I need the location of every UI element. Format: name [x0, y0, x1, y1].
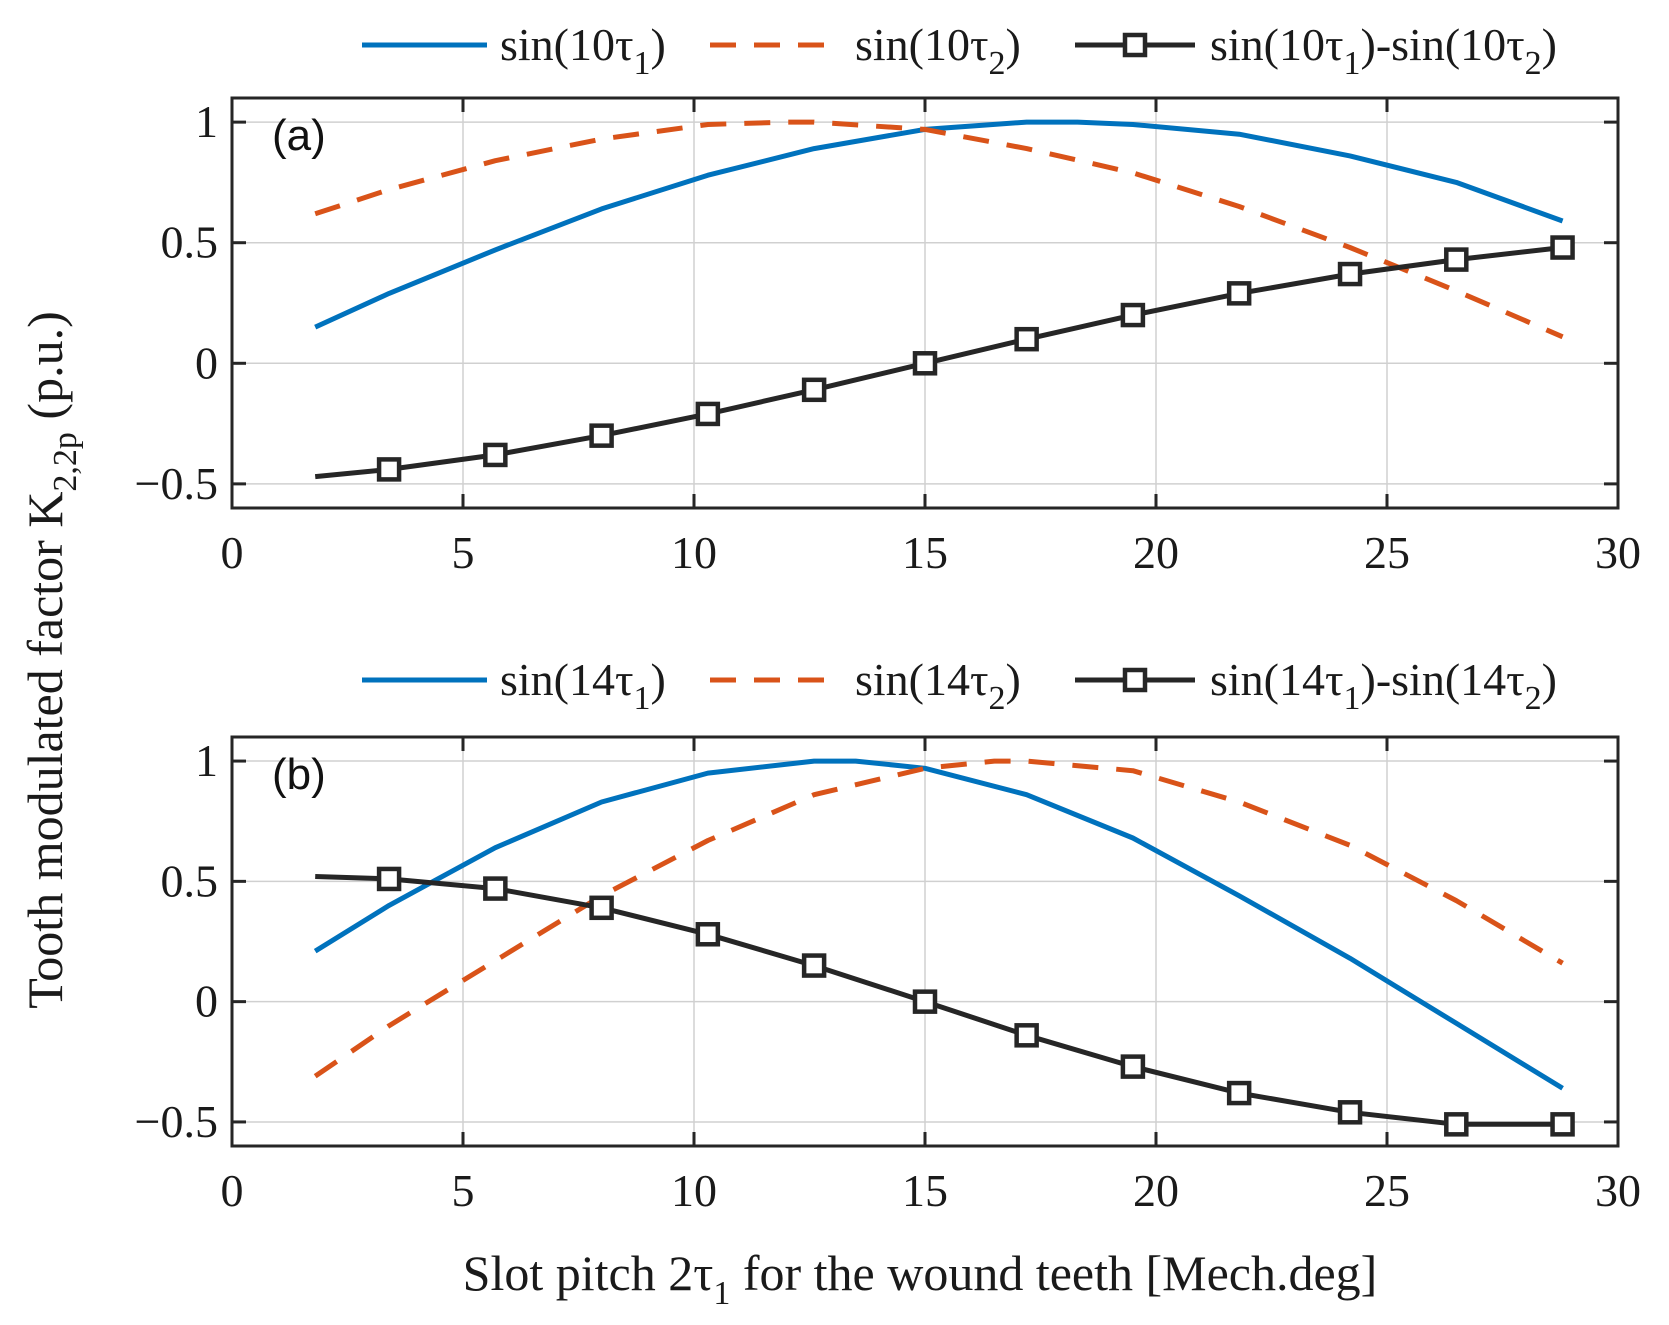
- data-point-marker: [376, 866, 402, 892]
- data-point-marker: [589, 423, 614, 448]
- series-line-2: [313, 758, 1564, 1079]
- legend-label-1: sin(14τ1): [500, 654, 666, 717]
- legend-label-2: sin(10τ2): [855, 19, 1021, 82]
- legend-label-2: sin(14τ2): [855, 654, 1021, 717]
- data-point-marker: [1550, 235, 1575, 260]
- data-point-marker: [1226, 1080, 1252, 1106]
- x-tick-label: 5: [452, 1165, 475, 1216]
- data-point-marker: [1120, 302, 1146, 328]
- legend-label-3: sin(14τ1)-sin(14τ2): [1210, 654, 1557, 717]
- legend-marker: [1122, 32, 1148, 58]
- data-point-marker: [801, 377, 827, 403]
- x-tick-label: 0: [221, 1165, 244, 1216]
- legend-marker: [1122, 667, 1148, 693]
- legend-label-1: sin(10τ1): [500, 19, 666, 82]
- series-line-1: [313, 758, 1564, 1091]
- data-point-marker: [695, 922, 721, 947]
- x-tick-label: 20: [1133, 1165, 1179, 1216]
- data-point-marker: [1444, 1112, 1469, 1137]
- x-tick-label: 20: [1133, 527, 1179, 578]
- data-point-marker: [376, 457, 402, 482]
- data-point-marker: [801, 953, 827, 978]
- x-tick-label: 30: [1595, 527, 1641, 578]
- y-tick-label: 1: [195, 96, 218, 147]
- x-tick-label: 30: [1595, 1165, 1641, 1216]
- panel-label: (b): [272, 750, 326, 799]
- x-tick-label: 5: [452, 527, 475, 578]
- y-tick-label: 0.5: [161, 855, 219, 906]
- series-line-1: [314, 119, 1564, 330]
- data-point-marker: [483, 442, 508, 468]
- data-point-marker: [1337, 1100, 1363, 1125]
- x-tick-label: 25: [1364, 527, 1410, 578]
- data-point-marker: [1337, 261, 1363, 287]
- data-point-marker: [589, 895, 614, 921]
- x-tick-label: 15: [902, 527, 948, 578]
- data-point-marker: [1014, 1023, 1039, 1048]
- x-axis-title: Slot pitch 2τ1 for the wound teeth [Mech…: [463, 1245, 1378, 1312]
- data-point-marker: [1444, 247, 1469, 272]
- x-tick-label: 10: [671, 527, 717, 578]
- x-tick-label: 25: [1364, 1165, 1410, 1216]
- x-tick-label: 15: [902, 1165, 948, 1216]
- y-axis-title: Tooth modulated factor K2,2p (p.u.): [17, 311, 84, 1009]
- y-tick-label: −0.5: [135, 1096, 218, 1147]
- y-tick-label: 0.5: [161, 217, 219, 268]
- data-point-marker: [912, 351, 938, 376]
- y-tick-label: −0.5: [135, 458, 218, 509]
- data-point-marker: [1120, 1054, 1146, 1079]
- data-point-marker: [695, 401, 721, 427]
- x-tick-label: 0: [221, 527, 244, 578]
- legend-label-3: sin(10τ1)-sin(10τ2): [1210, 19, 1557, 82]
- data-point-marker: [912, 989, 938, 1014]
- y-tick-label: 1: [195, 735, 218, 786]
- x-tick-label: 10: [671, 1165, 717, 1216]
- panel-label: (a): [272, 111, 326, 160]
- y-tick-label: 0: [195, 976, 218, 1027]
- y-tick-label: 0: [195, 337, 218, 388]
- data-point-marker: [1226, 281, 1252, 306]
- data-point-marker: [1014, 326, 1039, 352]
- data-point-marker: [1550, 1112, 1575, 1137]
- data-point-marker: [483, 876, 508, 901]
